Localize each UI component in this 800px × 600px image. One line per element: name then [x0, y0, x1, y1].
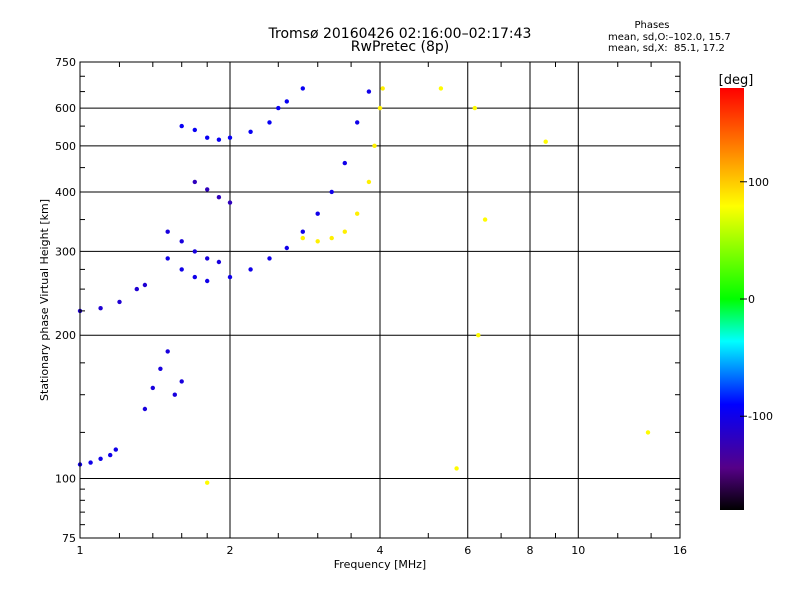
echo-point: [142, 282, 148, 288]
colorbar-tick-label: 100: [748, 176, 769, 189]
x-tick-label: 10: [571, 544, 585, 557]
phase-stats-heading: Phases: [634, 20, 670, 31]
echo-point: [98, 456, 103, 461]
echo-point: [329, 189, 334, 195]
echo-point: [179, 379, 184, 384]
y-axis-label: Stationary phase Virtual Height [km]: [38, 199, 51, 401]
echo-point: [216, 195, 222, 200]
echo-point: [205, 135, 210, 140]
y-tick-label: 100: [55, 473, 76, 486]
echo-point: [150, 385, 155, 391]
echo-point: [227, 200, 233, 205]
echo-point: [205, 480, 210, 485]
data-points: [77, 86, 651, 485]
echo-point: [372, 143, 377, 148]
echo-point: [248, 267, 253, 272]
echo-point: [342, 229, 347, 234]
echo-point: [113, 447, 119, 452]
echo-point: [227, 274, 233, 280]
echo-point: [192, 179, 197, 185]
echo-point: [205, 256, 210, 261]
echo-point: [134, 286, 139, 292]
echo-point: [179, 239, 184, 244]
echo-point: [543, 139, 548, 144]
echo-point: [165, 229, 170, 234]
echo-point: [377, 105, 383, 111]
colorbar-tick-label: 0: [748, 293, 755, 306]
y-tick-label: 75: [62, 532, 76, 545]
x-tick-label: 8: [527, 544, 534, 557]
echo-point: [227, 135, 233, 140]
colorbar-ticks: 100 0 -100: [740, 176, 773, 423]
echo-point: [267, 120, 272, 125]
echo-point: [342, 160, 347, 166]
echo-point: [284, 99, 289, 104]
echo-point: [380, 86, 385, 91]
echo-point: [300, 229, 305, 234]
echo-point: [179, 123, 184, 129]
echo-point: [454, 466, 459, 471]
echo-point: [88, 460, 93, 465]
echo-point: [179, 267, 184, 272]
chart-subtitle: RwPretec (8p): [350, 39, 450, 55]
echo-point: [329, 235, 334, 241]
echo-point: [300, 86, 305, 91]
x-tick-label: 2: [227, 544, 234, 557]
echo-point: [315, 239, 320, 244]
echo-point: [117, 299, 122, 305]
echo-point: [108, 452, 113, 458]
echo-point: [205, 278, 210, 284]
echo-point: [158, 366, 163, 371]
echo-point: [355, 211, 360, 216]
y-tick-label: 750: [55, 56, 76, 69]
echo-point: [276, 105, 281, 111]
echo-point: [205, 187, 210, 192]
echo-point: [366, 89, 372, 94]
y-tick-label: 300: [55, 245, 76, 258]
colorbar-tick-label: -100: [748, 410, 773, 423]
echo-point: [192, 249, 197, 254]
echo-point: [472, 105, 477, 111]
x-tick-label: 16: [673, 544, 687, 557]
y-tick-label: 200: [55, 329, 76, 342]
echo-point: [284, 245, 289, 251]
chart-title: Tromsø 20160426 02:16:00–02:17:43: [268, 26, 532, 42]
x-axis-label: Frequency [MHz]: [334, 558, 426, 571]
echo-point: [267, 256, 272, 261]
echo-point: [98, 306, 103, 311]
echo-point: [248, 129, 253, 134]
x-tick-label: 4: [377, 544, 384, 557]
echo-point: [300, 235, 305, 241]
echo-point: [192, 274, 197, 280]
echo-point: [366, 179, 372, 185]
echo-point: [192, 127, 197, 133]
echo-point: [172, 392, 177, 397]
echo-point: [165, 349, 170, 354]
echo-point: [165, 256, 170, 261]
colorbar-label: [deg]: [719, 73, 754, 88]
y-tick-label: 400: [55, 186, 76, 199]
x-tick-label: 1: [77, 544, 84, 557]
echo-point: [482, 217, 488, 222]
phase-stats-x-mode: mean, sd,X: 85.1, 17.2: [608, 43, 725, 54]
echo-point: [645, 430, 651, 435]
echo-point: [142, 406, 148, 412]
echo-point: [438, 86, 444, 91]
echo-point: [355, 120, 360, 125]
echo-point: [476, 333, 481, 338]
x-tick-label: 6: [464, 544, 471, 557]
grid: [80, 62, 680, 538]
y-tick-label: 500: [55, 140, 76, 153]
echo-point: [216, 259, 222, 265]
axes: 1 2 4 6 8 10 16 75 100 200 300 400 500 600 750: [55, 56, 687, 557]
plot-frame: [79, 61, 681, 539]
echo-point: [216, 137, 222, 142]
y-tick-label: 600: [55, 102, 76, 115]
phase-stats-o-mode: mean, sd,O:–102.0, 15.7: [608, 32, 731, 43]
echo-point: [315, 211, 320, 216]
